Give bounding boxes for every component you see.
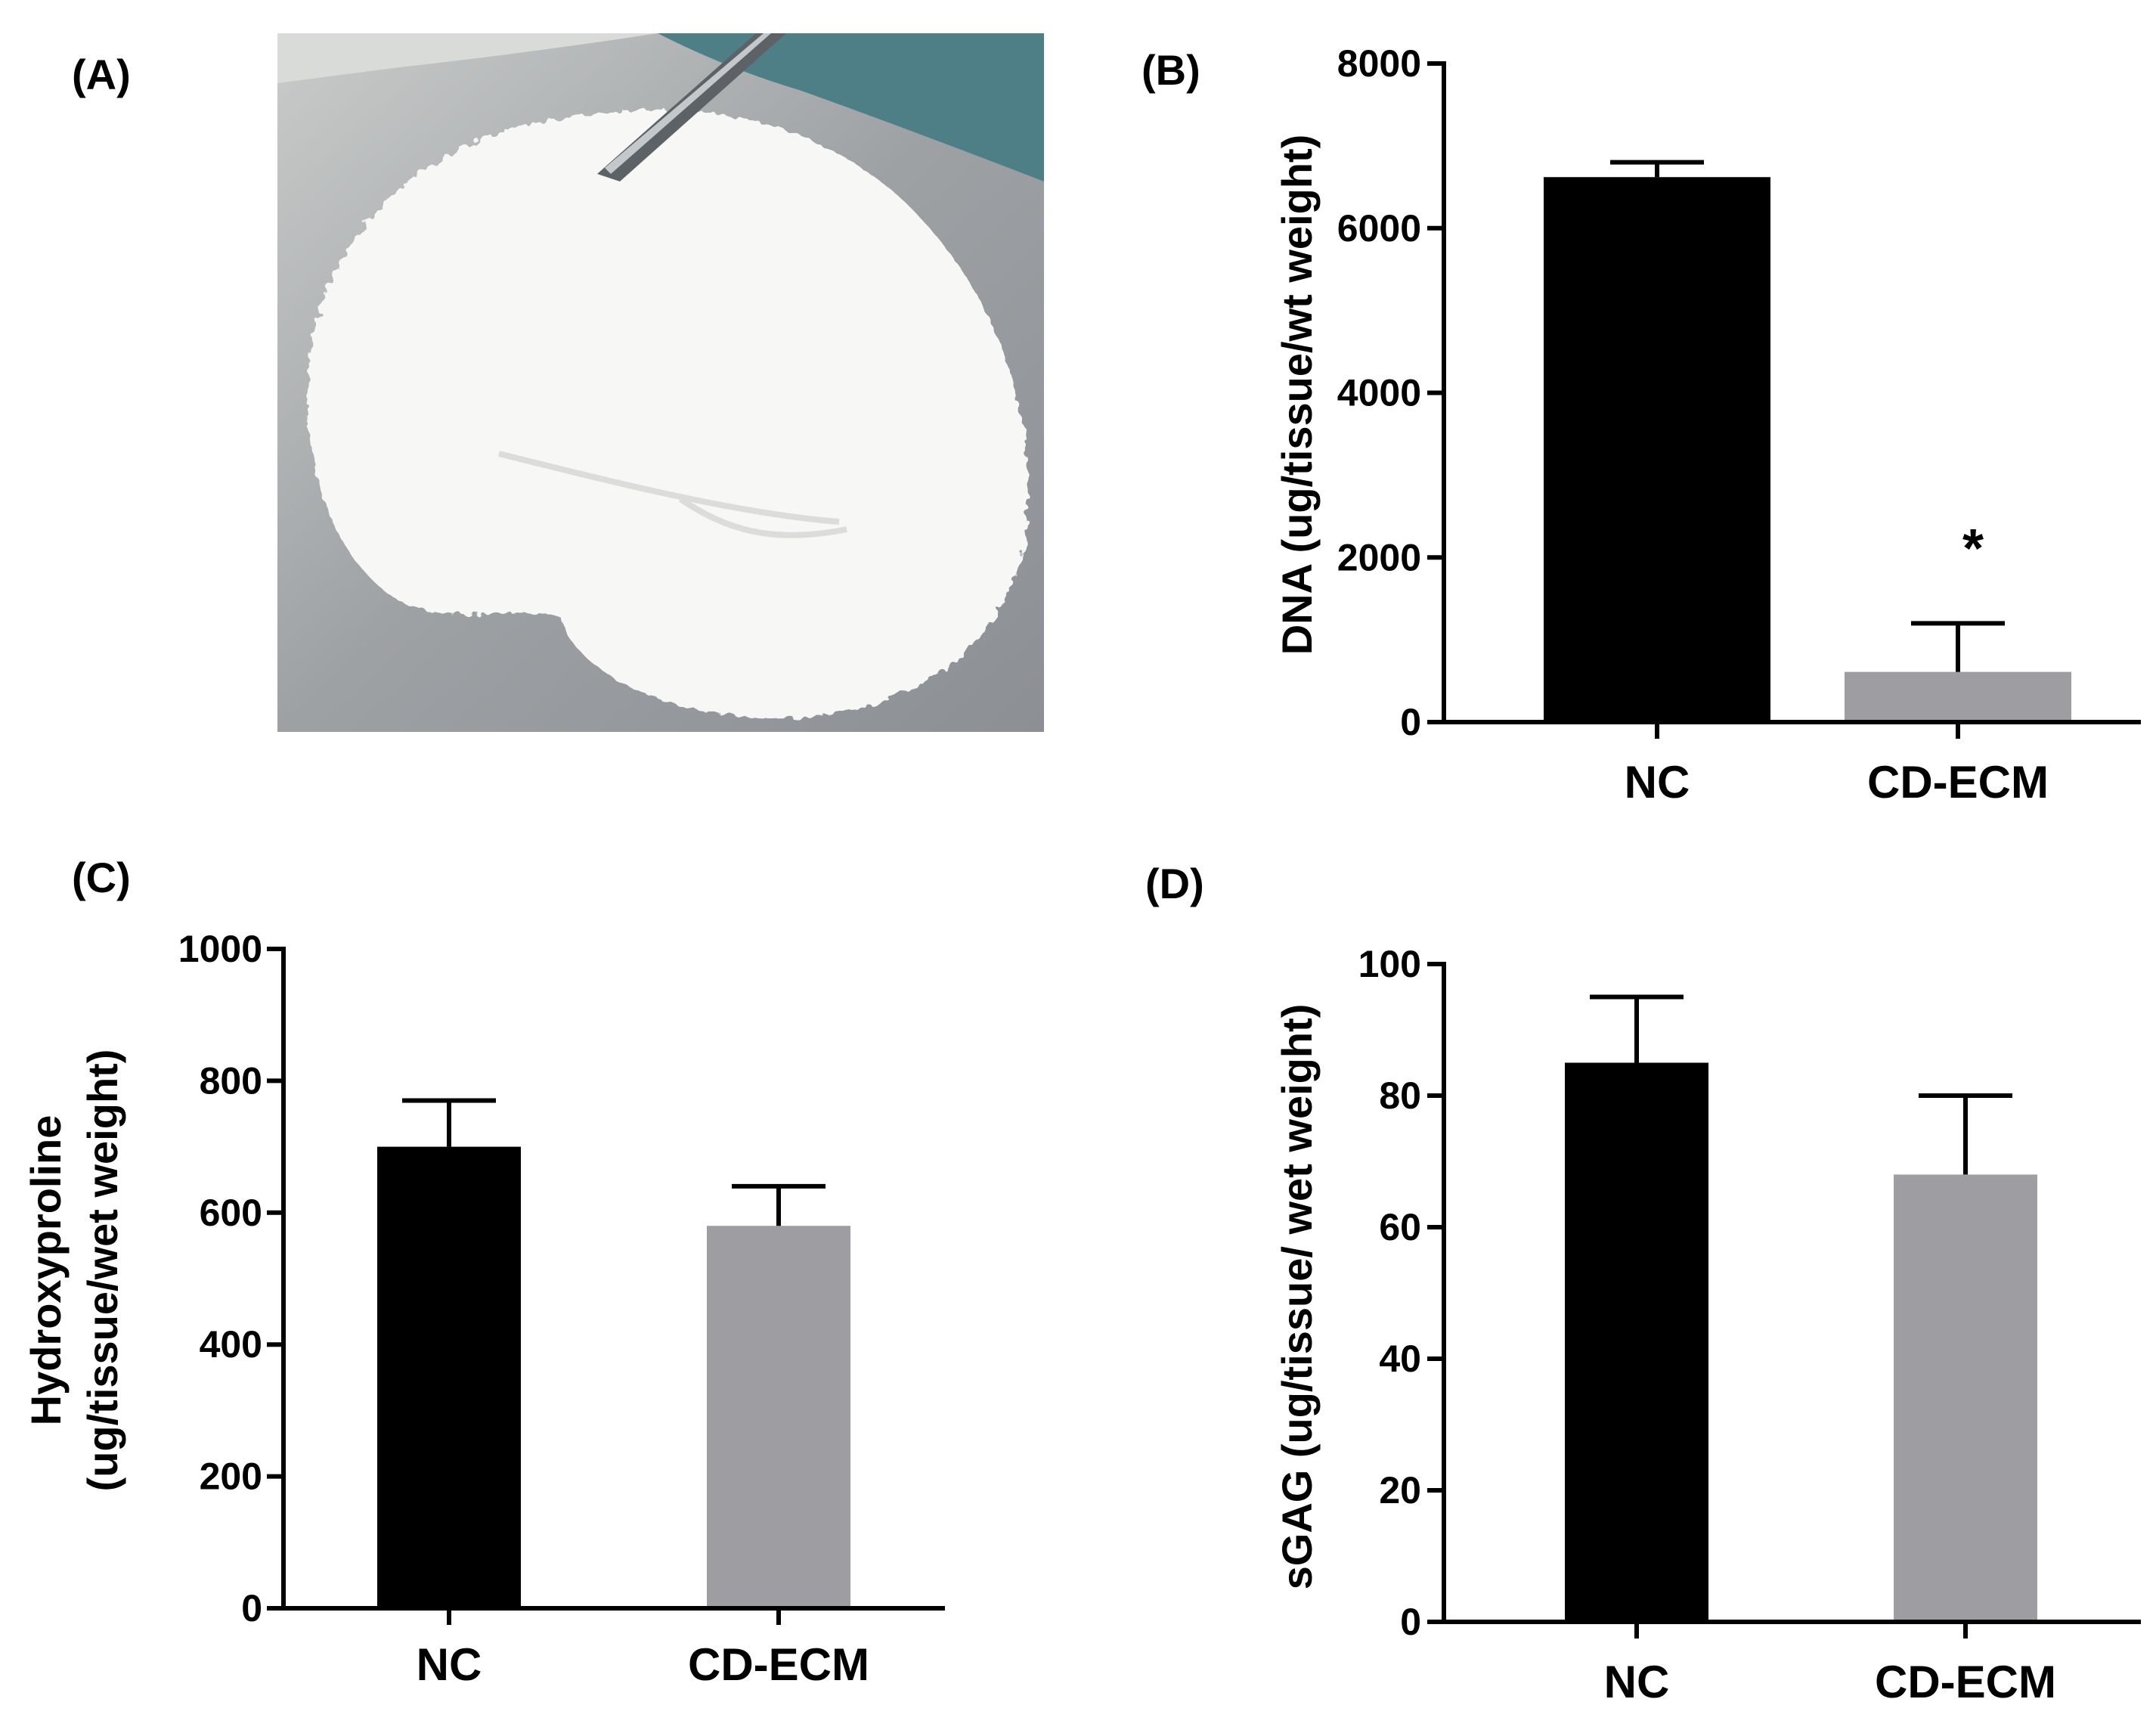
panel-c-y-axis-title-line2: (ug/tissue/wet weight) — [79, 1049, 126, 1492]
panel-b-y-tick-label-2: 4000 — [1337, 372, 1421, 414]
photo-tray-edge — [277, 33, 658, 83]
photo-teal-tray — [658, 33, 1044, 181]
panel-b-y-tick-label-4: 8000 — [1337, 42, 1421, 85]
panel-d-y-tick-label-5: 100 — [1358, 943, 1421, 985]
panel-d-bar-nc — [1565, 1062, 1708, 1622]
panel-d-y-tick-label-3: 60 — [1379, 1206, 1421, 1248]
panel-d-bar-cd-ecm — [1894, 1174, 2037, 1622]
panel-c-y-tick-label-0: 0 — [241, 1587, 262, 1629]
panel-b-bar-cd-ecm — [1845, 671, 2071, 722]
panel-b-y-axis-title: DNA (ug/tissue/wt weight) — [1273, 135, 1321, 656]
tissue-disc — [307, 110, 1028, 719]
panel-c-y-tick-label-3: 600 — [200, 1192, 262, 1234]
tissue-photo — [277, 33, 1044, 732]
panel-d-y-tick-label-0: 0 — [1400, 1601, 1421, 1643]
panel-d-y-tick-label-2: 40 — [1379, 1338, 1421, 1380]
panel-c-category-nc: NC — [417, 1639, 482, 1690]
tissue-crease — [498, 451, 847, 538]
panel-d-y-axis-title: sGAG (ug/tissue/ wet weight) — [1273, 1004, 1321, 1590]
panel-d-label: (D) — [1145, 860, 1204, 907]
panel-b-category-cd-ecm: CD-ECM — [1867, 757, 2049, 808]
panel-b-label: (B) — [1142, 46, 1200, 94]
panel-c-y-tick-label-5: 1000 — [178, 928, 262, 970]
panel-a-label: (A) — [72, 51, 131, 98]
panel-a: (A) — [72, 33, 1044, 732]
panel-b-y-tick-label-1: 2000 — [1337, 536, 1421, 578]
panel-c-y-axis-title-line1: Hydroxyproline — [22, 1115, 70, 1426]
panel-b-y-tick-label-3: 6000 — [1337, 207, 1421, 250]
forceps-highlight — [605, 33, 771, 174]
panel-d-y-tick-label-1: 20 — [1379, 1469, 1421, 1511]
panel-c-label: (C) — [72, 854, 131, 901]
panel-b-significance-asterisk: * — [1962, 519, 1984, 579]
panel-b: (B) DNA (ug/tissue/wt weight) 0 2000 4000 6… — [1142, 42, 2141, 808]
panel-c-bar-cd-ecm — [707, 1226, 850, 1608]
panel-c-category-cd-ecm: CD-ECM — [688, 1639, 869, 1690]
panel-b-chart: 0 2000 4000 6000 8000 — [1337, 42, 2141, 743]
panel-c-bar-nc — [377, 1146, 521, 1608]
forceps — [597, 33, 786, 181]
panel-c-y-tick-label-2: 400 — [200, 1323, 262, 1366]
panel-d-chart: 0 20 40 60 80 100 — [1358, 943, 2141, 1643]
panel-c-y-tick-label-4: 800 — [200, 1059, 262, 1102]
panel-d: (D) sGAG (ug/tissue/ wet weight) 0 20 40 60… — [1145, 860, 2141, 1707]
panel-c-chart: 0 200 400 600 800 1000 — [178, 928, 945, 1629]
panel-b-bar-nc — [1544, 177, 1770, 722]
panel-c: (C) Hydroxyproline (ug/tissue/wet weight… — [22, 854, 945, 1690]
panel-b-y-tick-label-0: 0 — [1400, 701, 1421, 743]
panel-d-y-tick-label-4: 80 — [1379, 1074, 1421, 1117]
panel-b-category-nc: NC — [1625, 757, 1690, 808]
panel-d-category-nc: NC — [1604, 1657, 1670, 1707]
panel-c-y-tick-label-1: 200 — [200, 1456, 262, 1498]
panel-d-category-cd-ecm: CD-ECM — [1875, 1657, 2056, 1707]
